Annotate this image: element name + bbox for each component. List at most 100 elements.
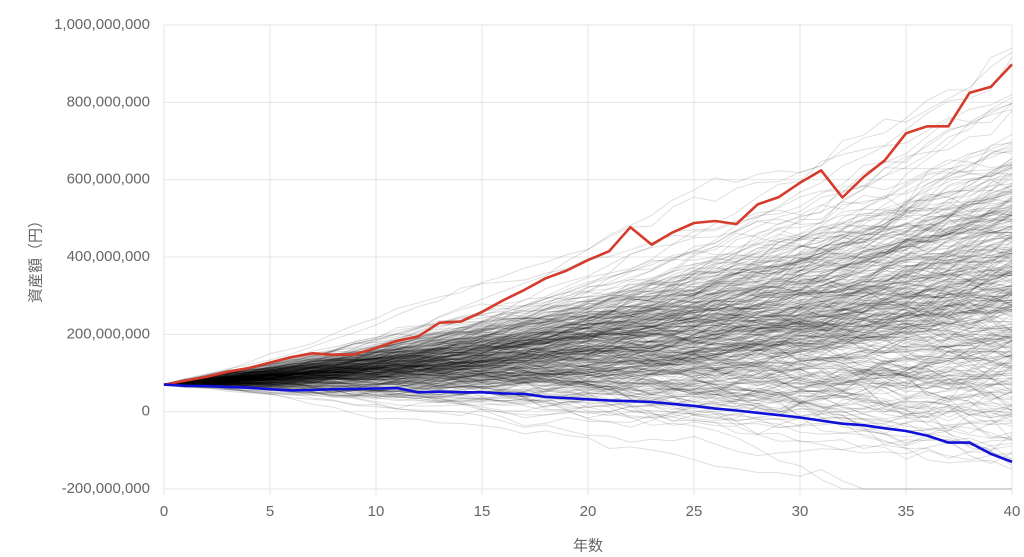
x-axis-tick-labels: 0 5 10 15 20 25 30 35 40 (160, 503, 1021, 520)
simulation-path (163, 270, 1013, 386)
simulation-path (163, 141, 1013, 386)
simulation-path (163, 299, 1013, 386)
simulation-path (163, 355, 1013, 393)
simulation-path (164, 200, 1013, 386)
simulation-path (163, 345, 1013, 397)
simulation-path (163, 309, 1013, 386)
simulation-path (163, 269, 1013, 386)
simulation-path (163, 211, 1013, 386)
simulation-path (163, 362, 1013, 409)
simulation-path (163, 366, 1013, 395)
simulation-path (163, 204, 1013, 386)
simulation-path (163, 359, 1013, 419)
x-tick-label: 20 (580, 503, 597, 520)
simulation-path (163, 355, 1013, 397)
simulation-path (163, 360, 1013, 396)
simulation-path (163, 235, 1013, 386)
simulation-path (163, 259, 1013, 387)
simulation-path (163, 255, 1013, 386)
simulation-path (163, 289, 1013, 386)
simulation-path (163, 306, 1013, 389)
simulation-path (163, 326, 1013, 386)
simulation-path (163, 384, 1013, 470)
simulation-path (163, 315, 1013, 387)
simulation-path (163, 275, 1013, 386)
y-tick-label: 600,000,000 (67, 171, 150, 188)
simulation-path (163, 214, 1013, 386)
simulation-path (163, 368, 1013, 409)
simulation-path (163, 267, 1013, 386)
simulation-path (163, 201, 1013, 386)
simulation-path (163, 195, 1013, 386)
simulation-path (163, 309, 1013, 386)
simulation-path (163, 366, 1013, 401)
simulation-path (163, 295, 1013, 386)
simulation-path (163, 272, 1013, 386)
simulation-path (163, 244, 1013, 386)
simulation-path (163, 366, 1013, 408)
simulation-path (163, 365, 1013, 406)
simulation-path (163, 369, 1013, 450)
simulation-path (163, 362, 1013, 393)
simulation-path (163, 51, 1013, 386)
simulation-path (163, 300, 1013, 386)
simulation-path (163, 269, 1013, 386)
simulation-path (163, 210, 1013, 386)
simulation-path (163, 228, 1013, 386)
simulation-path (163, 248, 1013, 386)
simulation-path (163, 284, 1013, 386)
simulation-path (163, 293, 1013, 386)
series-line (163, 383, 1013, 464)
simulation-path (163, 167, 1013, 386)
simulation-path (163, 363, 1013, 390)
simulation-path (163, 284, 1013, 386)
simulation-path (163, 189, 1013, 386)
simulation-path (163, 227, 1013, 386)
simulation-path (163, 315, 1013, 386)
simulation-path (163, 175, 1013, 386)
x-tick-label: 5 (266, 503, 274, 520)
x-tick-label: 35 (898, 503, 915, 520)
simulation-path (163, 219, 1013, 386)
simulation-path (163, 304, 1013, 386)
simulation-path (163, 365, 1013, 401)
simulation-path (163, 363, 1013, 417)
x-tick-label: 15 (474, 503, 491, 520)
simulation-path (163, 337, 1013, 386)
simulation-path (163, 300, 1013, 386)
simulation-path (163, 225, 1013, 386)
simulation-path (163, 362, 1013, 401)
simulation-path (163, 294, 1013, 387)
y-tick-label: 400,000,000 (67, 248, 150, 265)
simulation-path (163, 350, 1013, 386)
simulation-path (163, 291, 1013, 386)
simulation-path (163, 201, 1013, 386)
simulation-path (163, 245, 1013, 386)
simulation-path (163, 238, 1013, 386)
simulation-path (163, 212, 1013, 386)
simulation-path (163, 240, 1013, 386)
simulation-path (163, 328, 1013, 386)
simulation-path (163, 103, 1013, 386)
simulation-path (163, 309, 1013, 388)
simulation-path (163, 350, 1013, 389)
simulation-path (163, 369, 1013, 400)
simulation-path (163, 157, 1013, 386)
simulation-path (163, 383, 1012, 490)
simulation-path (163, 252, 1013, 386)
simulation-path (163, 340, 1013, 386)
simulation-path (163, 370, 1013, 417)
simulation-path (164, 384, 1013, 416)
simulation-path (163, 164, 1013, 386)
simulation-path (163, 204, 1013, 386)
simulation-path (163, 250, 1013, 386)
simulation-path (163, 284, 1013, 386)
simulation-path (163, 327, 1013, 386)
simulation-path (163, 304, 1013, 386)
simulation-path (163, 338, 1013, 386)
simulation-path (163, 259, 1013, 386)
simulation-path (163, 237, 1013, 386)
simulation-path (163, 332, 1013, 387)
simulation-path (163, 219, 1013, 386)
simulation-path (163, 234, 1013, 386)
